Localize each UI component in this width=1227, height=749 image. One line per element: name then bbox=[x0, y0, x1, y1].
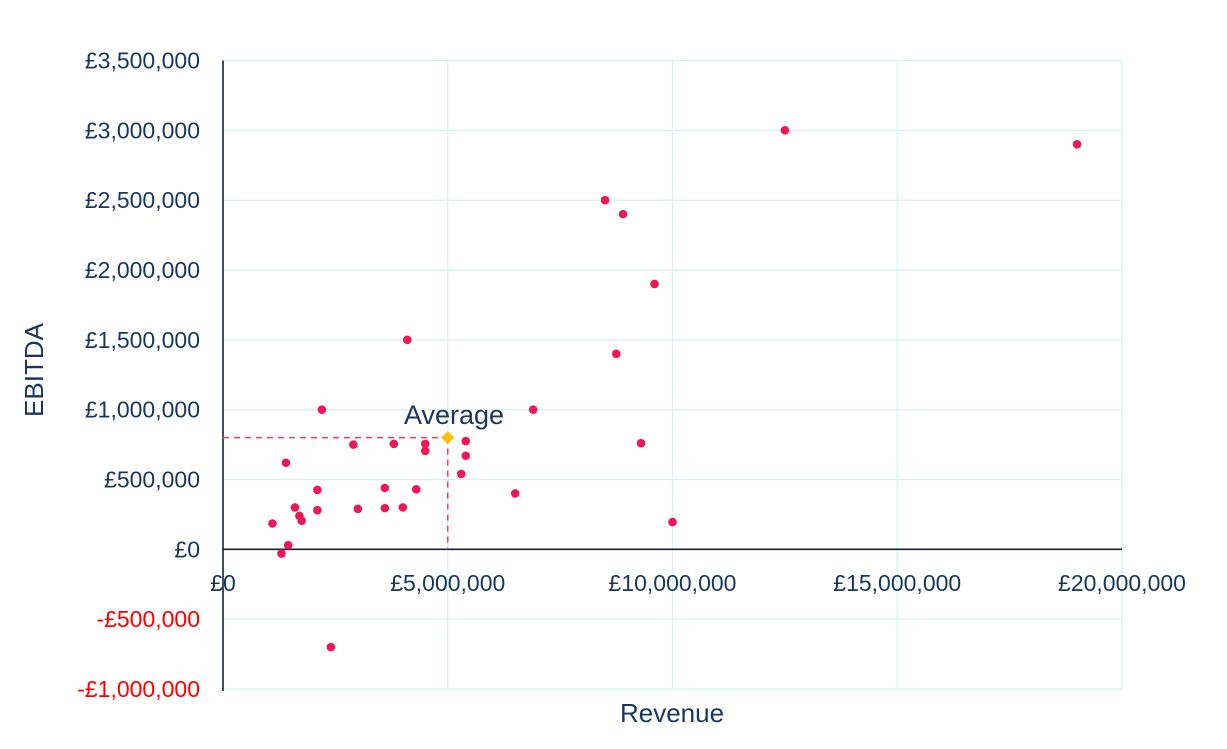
data-point bbox=[277, 549, 286, 558]
y-tick-label: £0 bbox=[174, 536, 200, 562]
data-point bbox=[380, 483, 390, 493]
data-point bbox=[380, 503, 390, 513]
data-point bbox=[349, 440, 358, 449]
average-annotation-label: Average bbox=[404, 400, 504, 430]
y-tick-label: £1,000,000 bbox=[85, 397, 200, 423]
x-axis-title: Revenue bbox=[620, 698, 724, 728]
data-point bbox=[326, 642, 336, 652]
data-point bbox=[650, 279, 659, 289]
data-point bbox=[297, 516, 306, 526]
data-point bbox=[510, 489, 520, 498]
data-point bbox=[268, 519, 277, 528]
data-point bbox=[313, 485, 322, 495]
tick-labels: £3,500,000 £3,000,000 £2,500,000 £2,000,000… bbox=[77, 48, 1186, 703]
data-point bbox=[461, 436, 471, 446]
data-point bbox=[389, 439, 399, 449]
x-tick-label: £10,000,000 bbox=[609, 570, 737, 596]
y-tick-label: -£1,000,000 bbox=[77, 676, 200, 702]
y-tick-label: -£500,000 bbox=[96, 606, 200, 632]
data-point bbox=[313, 505, 322, 515]
data-point bbox=[317, 405, 327, 414]
data-point bbox=[411, 484, 421, 494]
data-point bbox=[283, 540, 293, 550]
y-axis-title: EBITDA bbox=[19, 322, 49, 417]
y-tick-label: £2,000,000 bbox=[85, 257, 200, 283]
data-point bbox=[290, 503, 300, 512]
x-tick-label: £15,000,000 bbox=[833, 570, 961, 596]
x-tick-label: £5,000,000 bbox=[390, 570, 505, 596]
data-point bbox=[456, 469, 466, 479]
data-point bbox=[1072, 140, 1082, 149]
data-point bbox=[461, 451, 471, 461]
data-point bbox=[281, 458, 291, 468]
gridlines bbox=[223, 59, 1123, 690]
x-tick-label: £20,000,000 bbox=[1058, 570, 1186, 596]
data-point bbox=[420, 446, 430, 456]
average-callout-dashed-lines bbox=[223, 436, 449, 550]
y-tick-label: £3,500,000 bbox=[85, 48, 200, 74]
data-point bbox=[780, 126, 790, 135]
y-tick-label: £2,500,000 bbox=[85, 187, 200, 213]
data-point bbox=[600, 195, 610, 205]
data-point bbox=[353, 504, 363, 514]
x-tick-label: £0 bbox=[210, 570, 236, 596]
data-points bbox=[268, 126, 1082, 652]
data-point bbox=[612, 349, 621, 359]
data-point bbox=[668, 517, 677, 527]
y-tick-label: £3,000,000 bbox=[85, 117, 200, 143]
axis-lines bbox=[222, 60, 1122, 691]
data-point bbox=[398, 503, 408, 512]
data-point bbox=[402, 335, 412, 345]
data-point bbox=[420, 439, 430, 449]
data-point bbox=[636, 438, 646, 448]
y-tick-label: £500,000 bbox=[104, 467, 200, 493]
data-point bbox=[528, 405, 538, 414]
average-point-marker bbox=[441, 431, 455, 445]
y-tick-label: £1,500,000 bbox=[85, 327, 200, 353]
data-point bbox=[618, 209, 628, 219]
